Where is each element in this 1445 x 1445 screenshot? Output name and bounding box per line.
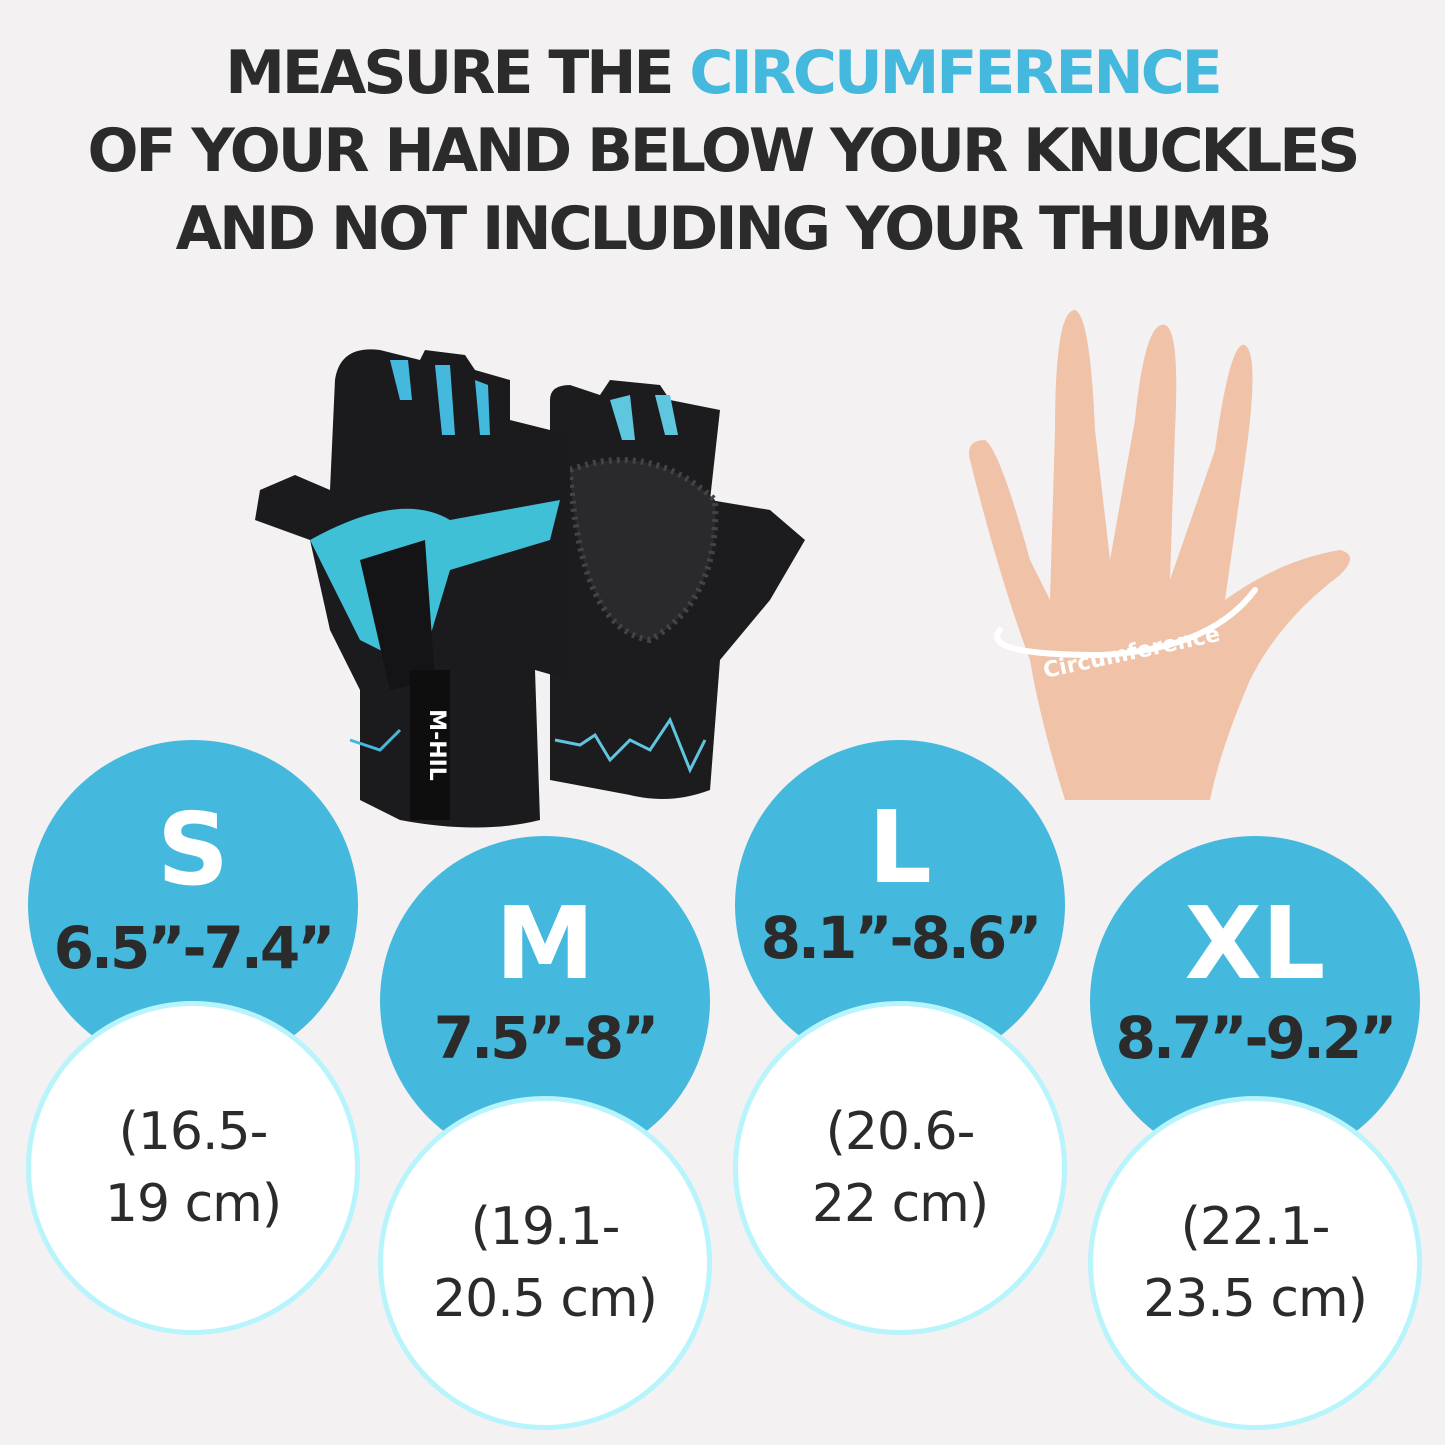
heading-line-3: AND NOT INCLUDING YOUR THUMB	[175, 194, 1273, 264]
size-letter: XL	[1184, 885, 1326, 1002]
cm-line-1: (19.1-	[470, 1197, 621, 1257]
heading-accent: CIRCUMFERENCE	[689, 38, 1222, 108]
size-m-cm: (19.1- 20.5 cm)	[378, 1096, 712, 1430]
cm-line-2: 19 cm)	[104, 1174, 282, 1234]
size-l-badge: L 8.1”-8.6”	[735, 740, 1065, 1070]
size-l-cm: (20.6- 22 cm)	[733, 1001, 1067, 1335]
size-inches: 8.7”-9.2”	[1115, 1004, 1398, 1072]
hand-image: Circumference	[969, 310, 1350, 800]
heading-text: MEASURE THE	[225, 38, 690, 108]
cm-line-2: 23.5 cm)	[1143, 1269, 1368, 1329]
glove-logo: M-HIL	[424, 709, 449, 781]
cm-line-2: 20.5 cm)	[433, 1269, 658, 1329]
heading-line-1: MEASURE THE CIRCUMFERENCE	[0, 34, 1445, 112]
size-inches: 6.5”-7.4”	[53, 914, 336, 982]
size-inches: 7.5”-8”	[433, 1004, 659, 1072]
size-letter: S	[156, 791, 230, 908]
cm-line-1: (22.1-	[1180, 1197, 1331, 1257]
cm-line-1: (20.6-	[825, 1102, 976, 1162]
right-glove	[550, 380, 805, 799]
gloves-image: M-HIL	[255, 349, 805, 828]
size-letter: L	[868, 789, 932, 906]
size-inches: 8.1”-8.6”	[760, 904, 1043, 972]
left-glove: M-HIL	[255, 349, 570, 828]
size-xl-cm: (22.1- 23.5 cm)	[1088, 1096, 1422, 1430]
heading-line-2: OF YOUR HAND BELOW YOUR KNUCKLES	[87, 116, 1361, 186]
cm-line-2: 22 cm)	[811, 1174, 989, 1234]
size-letter: M	[495, 885, 595, 1002]
cm-line-1: (16.5-	[118, 1102, 269, 1162]
size-s-cm: (16.5- 19 cm)	[26, 1001, 360, 1335]
size-s-badge: S 6.5”-7.4”	[28, 740, 358, 1070]
